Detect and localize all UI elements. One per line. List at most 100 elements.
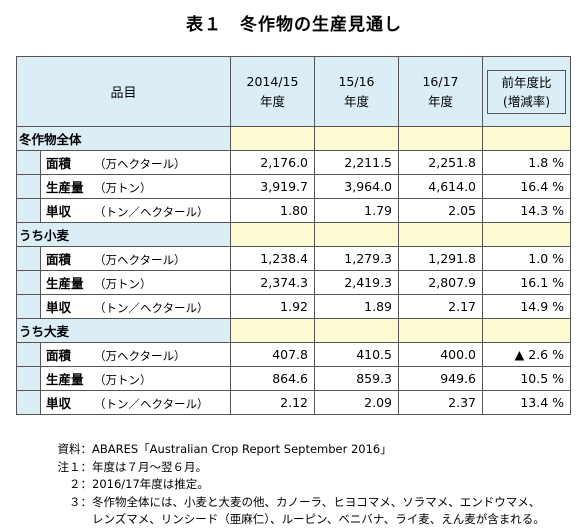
group-name: うち小麦: [16, 222, 231, 247]
row-label: 単収 （トン／ヘクタール）: [40, 294, 231, 319]
row-name: 面積: [46, 156, 72, 171]
empty-cell: [482, 126, 571, 151]
group-row: うち大麦: [16, 318, 571, 343]
value-ratio: 16.1 %: [482, 270, 571, 295]
crop-outlook-table: 品目 2014/15 年度 15/16 年度 16/17 年度 前年度比 (増減…: [16, 56, 571, 415]
row-label: 生産量 （万トン）: [40, 174, 231, 199]
row-unit: （トン／ヘクタール）: [94, 301, 209, 315]
value-2014-15: 864.6: [230, 366, 315, 391]
row-label: 単収 （トン／ヘクタール）: [40, 198, 231, 223]
row-name: 単収: [46, 300, 72, 315]
source-note: 資料：ABARES「Australian Crop Report Septemb…: [52, 441, 545, 459]
ratio-header-box: 前年度比 (増減率): [487, 69, 566, 114]
value-15-16: 3,964.0: [314, 174, 399, 199]
value-15-16: 1,279.3: [314, 246, 399, 271]
row-label: 単収 （トン／ヘクタール）: [40, 390, 231, 415]
indent-cell: [16, 342, 41, 367]
value-16-17: 2.37: [398, 390, 483, 415]
value-2014-15: 3,919.7: [230, 174, 315, 199]
note-2: ２：2016/17年度は推定。: [52, 476, 545, 494]
row-name: 生産量: [46, 276, 84, 291]
value-15-16: 1.79: [314, 198, 399, 223]
value-ratio: 16.4 %: [482, 174, 571, 199]
value-2014-15: 1,238.4: [230, 246, 315, 271]
value-ratio: 14.9 %: [482, 294, 571, 319]
table-row: 面積 （万ヘクタール） 1,238.4 1,279.3 1,291.8 1.0 %: [16, 246, 571, 271]
value-16-17: 949.6: [398, 366, 483, 391]
header-col-2014-15: 2014/15 年度: [230, 56, 315, 127]
header-col-ratio: 前年度比 (増減率): [482, 56, 571, 127]
row-name: 生産量: [46, 180, 84, 195]
header-col-year: 2014/15: [246, 73, 299, 89]
table-row: 生産量 （万トン） 3,919.7 3,964.0 4,614.0 16.4 %: [16, 174, 571, 199]
row-label: 生産量 （万トン）: [40, 366, 231, 391]
note-text: 冬作物全体には、小麦と大麦の他、カノーラ、ヒヨコマメ、ソラマメ、エンドウマメ、: [92, 494, 541, 509]
table-title: 表１ 冬作物の生産見通し: [186, 15, 402, 35]
note-text: 2016/17年度は推定。: [92, 477, 209, 491]
empty-cell: [230, 318, 315, 343]
value-16-17: 4,614.0: [398, 174, 483, 199]
row-label: 面積 （万ヘクタール）: [40, 342, 231, 367]
value-ratio: 13.4 %: [482, 390, 571, 415]
header-col-16-17: 16/17 年度: [398, 56, 483, 127]
empty-cell: [398, 318, 483, 343]
empty-cell: [314, 318, 399, 343]
empty-cell: [398, 126, 483, 151]
value-ratio: 1.0 %: [482, 246, 571, 271]
value-16-17: 1,291.8: [398, 246, 483, 271]
header-col-year: 16/17: [422, 73, 459, 89]
group-name: 冬作物全体: [16, 126, 231, 151]
ratio-header-line2: (増減率): [502, 93, 551, 109]
note-label: ２：: [69, 477, 92, 491]
value-2014-15: 1.92: [230, 294, 315, 319]
empty-cell: [314, 126, 399, 151]
value-15-16: 2,419.3: [314, 270, 399, 295]
value-ratio: 1.8 %: [482, 150, 571, 175]
empty-cell: [482, 318, 571, 343]
indent-cell: [16, 174, 41, 199]
row-label: 面積 （万ヘクタール）: [40, 150, 231, 175]
row-unit: （万トン）: [94, 277, 152, 291]
row-label: 生産量 （万トン）: [40, 270, 231, 295]
value-15-16: 859.3: [314, 366, 399, 391]
empty-cell: [230, 126, 315, 151]
note-3: ３：冬作物全体には、小麦と大麦の他、カノーラ、ヒヨコマメ、ソラマメ、エンドウマメ…: [52, 494, 545, 512]
empty-cell: [314, 222, 399, 247]
table-header-row: 品目 2014/15 年度 15/16 年度 16/17 年度 前年度比 (増減…: [16, 56, 571, 127]
value-ratio: 14.3 %: [482, 198, 571, 223]
indent-cell: [16, 294, 41, 319]
value-2014-15: 2.12: [230, 390, 315, 415]
row-name: 面積: [46, 252, 72, 267]
header-col-suffix: 年度: [343, 93, 369, 109]
empty-cell: [482, 222, 571, 247]
value-15-16: 410.5: [314, 342, 399, 367]
table-row: 単収 （トン／ヘクタール） 2.12 2.09 2.37 13.4 %: [16, 390, 571, 415]
table-row: 単収 （トン／ヘクタール） 1.80 1.79 2.05 14.3 %: [16, 198, 571, 223]
value-15-16: 2.09: [314, 390, 399, 415]
value-15-16: 1.89: [314, 294, 399, 319]
row-name: 単収: [46, 204, 72, 219]
header-col-year: 15/16: [338, 73, 375, 89]
value-ratio: 10.5 %: [482, 366, 571, 391]
note-3-continued: レンズマメ、リンシード（亜麻仁）、ルーピン、ベニバナ、ライ麦、えん麦が含まれる。: [92, 512, 545, 526]
row-unit: （万ヘクタール）: [94, 349, 186, 363]
indent-cell: [16, 198, 41, 223]
table-row: 生産量 （万トン） 864.6 859.3 949.6 10.5 %: [16, 366, 571, 391]
row-unit: （トン／ヘクタール）: [94, 205, 209, 219]
header-col-15-16: 15/16 年度: [314, 56, 399, 127]
note-label: ３：: [69, 494, 92, 509]
table-row: 単収 （トン／ヘクタール） 1.92 1.89 2.17 14.9 %: [16, 294, 571, 319]
value-2014-15: 1.80: [230, 198, 315, 223]
ratio-header-line1: 前年度比: [501, 74, 552, 90]
value-16-17: 2,807.9: [398, 270, 483, 295]
group-name: うち大麦: [16, 318, 231, 343]
note-label: 資料：: [57, 442, 93, 456]
value-2014-15: 2,176.0: [230, 150, 315, 175]
table-row: 面積 （万ヘクタール） 407.8 410.5 400.0 ▲ 2.6 %: [16, 342, 571, 367]
note-text: 年度は７月～翌６月。: [92, 459, 207, 474]
note-label: 注１：: [57, 459, 93, 474]
note-1: 注１：年度は７月～翌６月。: [52, 459, 545, 477]
value-2014-15: 407.8: [230, 342, 315, 367]
header-item: 品目: [16, 56, 231, 127]
row-name: 単収: [46, 396, 72, 411]
